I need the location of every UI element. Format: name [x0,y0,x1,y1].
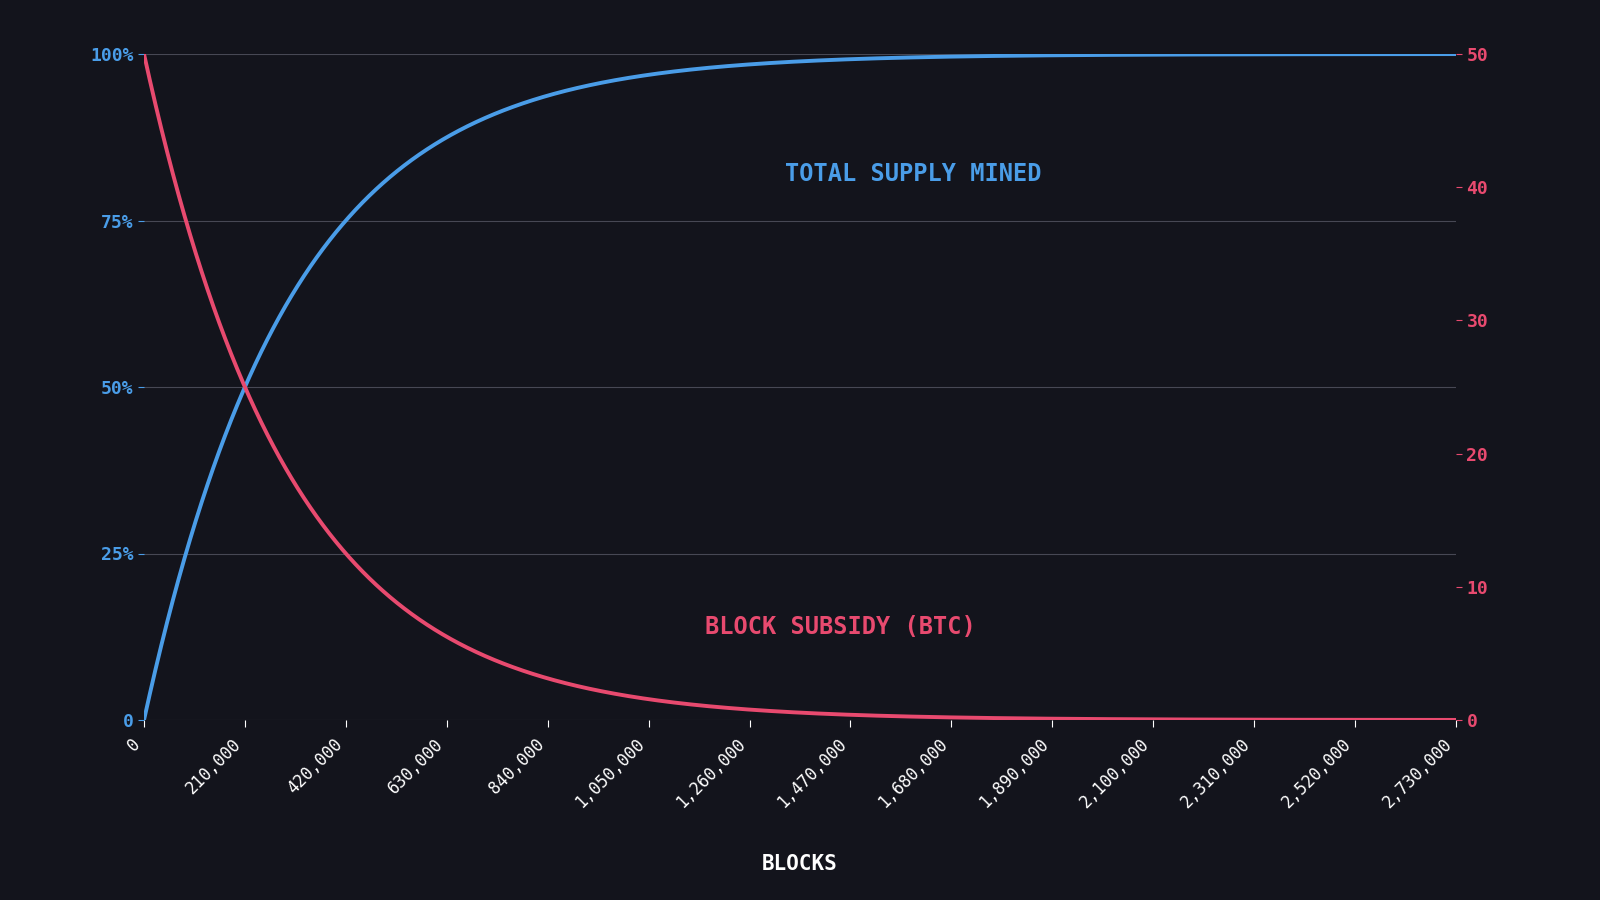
Text: BLOCK SUBSIDY (BTC): BLOCK SUBSIDY (BTC) [706,615,976,639]
Text: BLOCKS: BLOCKS [762,854,838,874]
Text: TOTAL SUPPLY MINED: TOTAL SUPPLY MINED [784,162,1042,186]
